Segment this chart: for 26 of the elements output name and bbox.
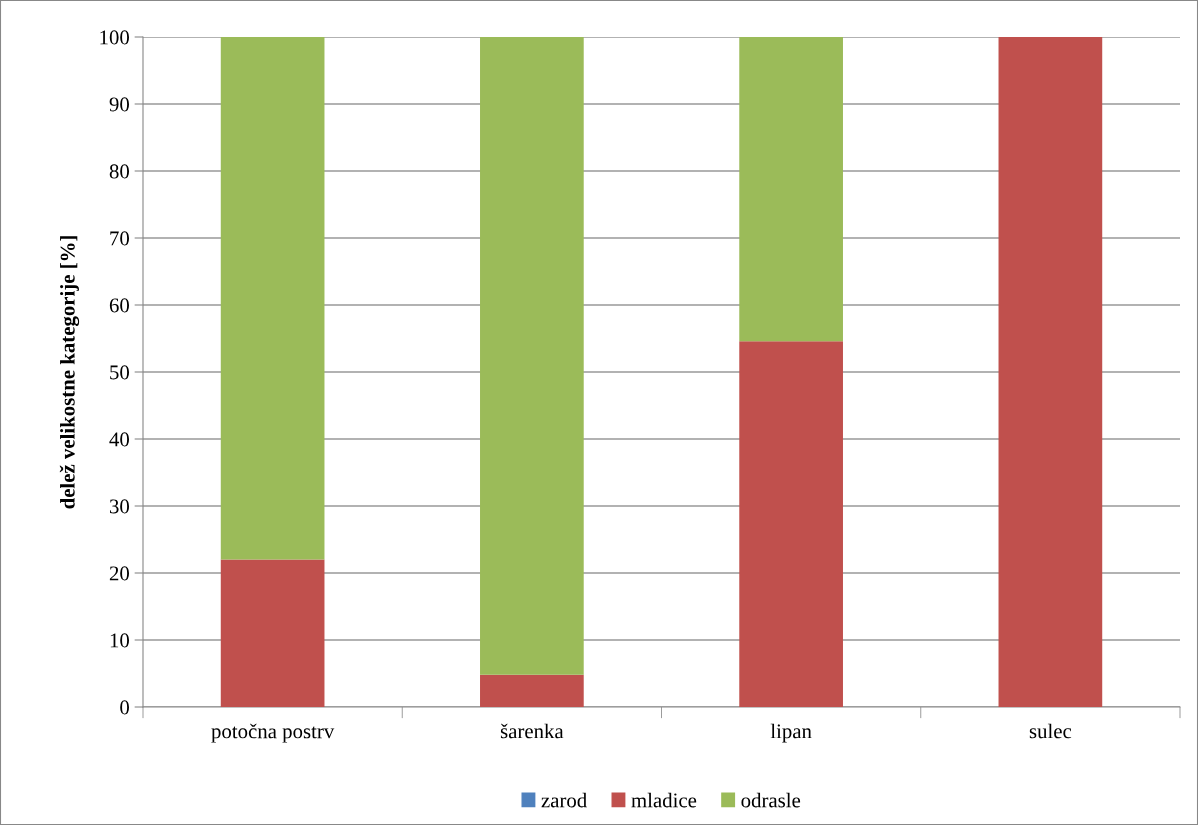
y-tick-label: 70 (110, 231, 130, 246)
y-tick-label: 100 (100, 30, 130, 45)
bar (480, 674, 584, 707)
y-tick-label: 10 (110, 633, 130, 648)
y-tick-label: 30 (109, 499, 130, 514)
x-tick-label: sulec (1029, 723, 1072, 739)
x-tick-label: šarenka (500, 723, 564, 739)
bar (998, 37, 1103, 707)
legend-label: zarod (541, 792, 587, 808)
legend-label: mladice (631, 792, 697, 808)
y-tick-label: 90 (109, 97, 130, 112)
y-tick-label: 0 (120, 700, 130, 715)
y-tick-label: 50 (110, 365, 130, 380)
bar (220, 559, 325, 707)
bar (739, 341, 843, 707)
legend-label: odrasle (741, 792, 801, 808)
bar (480, 37, 584, 675)
y-tick-label: 80 (109, 164, 130, 179)
y-tick-label: 20 (109, 566, 130, 581)
y-axis-title: delež velikostne kategorije [%] (59, 236, 80, 509)
x-tick-label: lipan (770, 723, 812, 743)
bar (220, 37, 325, 560)
y-tick-label: 60 (109, 298, 130, 313)
y-tick-label: 40 (109, 432, 130, 447)
bar (739, 37, 843, 342)
x-tick-label: potočna postrv (211, 723, 335, 743)
